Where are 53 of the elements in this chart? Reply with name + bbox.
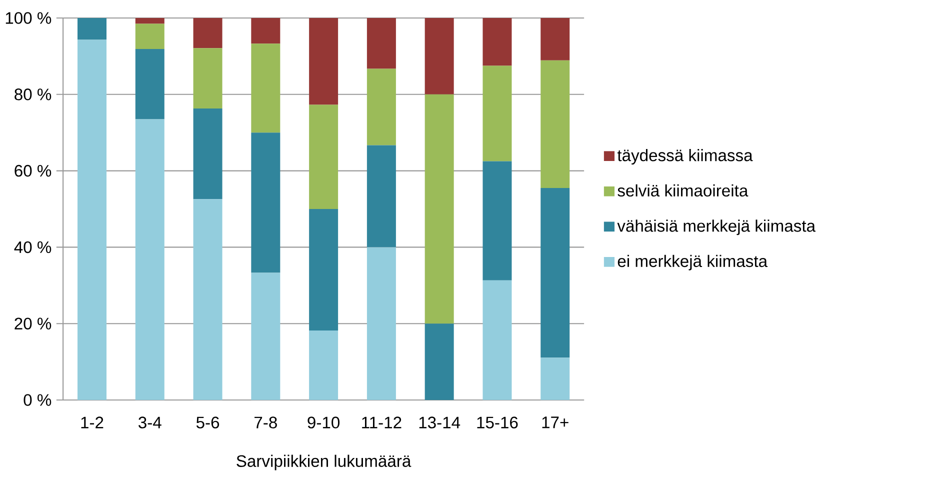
bar xyxy=(251,18,280,44)
bar xyxy=(251,272,280,400)
bar xyxy=(135,48,164,120)
y-tick-label: 80 % xyxy=(14,88,52,100)
bar xyxy=(193,48,222,109)
x-axis-title: Sarvipiikkien lukumäärä xyxy=(236,454,412,470)
bar xyxy=(540,358,570,400)
x-tick-label: 13-14 xyxy=(419,416,460,428)
bar xyxy=(78,40,106,400)
bar xyxy=(251,44,280,133)
y-tick-label: 100 % xyxy=(6,12,52,24)
x-tick-label: 17+ xyxy=(542,416,568,428)
legend-label: vähäisiä merkkejä kiimasta xyxy=(617,220,816,236)
bar xyxy=(309,104,338,209)
bar xyxy=(424,18,454,94)
bar xyxy=(366,68,396,146)
bar xyxy=(78,18,106,40)
bar xyxy=(540,60,570,188)
x-tick-label: 5-6 xyxy=(196,416,220,428)
legend-label: täydessä kiimassa xyxy=(617,149,753,165)
bar xyxy=(135,18,164,24)
bar xyxy=(424,324,454,400)
bar xyxy=(540,188,570,358)
bar xyxy=(135,119,164,400)
bar xyxy=(366,247,396,400)
bar xyxy=(366,145,396,248)
y-tick-label: 0 % xyxy=(24,394,52,406)
bar xyxy=(482,161,512,280)
x-tick-label: 15-16 xyxy=(477,416,518,428)
bar xyxy=(135,24,164,49)
legend-label: selviä kiimaoireita xyxy=(618,184,748,197)
y-tick-label: 60 % xyxy=(14,164,52,177)
y-tick-label: 40 % xyxy=(14,241,52,254)
bar xyxy=(482,66,512,162)
bar xyxy=(193,199,222,400)
bar xyxy=(193,18,222,48)
x-tick-label: 1-2 xyxy=(81,416,104,428)
y-tick-label: 20 % xyxy=(14,318,52,330)
bar xyxy=(251,132,280,273)
bar xyxy=(482,280,512,400)
x-tick-label: 7-8 xyxy=(254,416,277,428)
bar xyxy=(309,330,338,400)
x-tick-label: 3-4 xyxy=(138,416,162,428)
x-tick-label: 9-10 xyxy=(308,416,340,428)
bar xyxy=(366,18,396,69)
bar xyxy=(482,18,512,66)
bar xyxy=(193,108,222,200)
x-tick-label: 11-12 xyxy=(362,416,402,428)
bar xyxy=(540,18,570,60)
bar xyxy=(309,209,338,330)
bar xyxy=(424,94,454,324)
bar xyxy=(309,18,338,105)
legend-label: ei merkkejä kiimasta xyxy=(618,254,768,270)
